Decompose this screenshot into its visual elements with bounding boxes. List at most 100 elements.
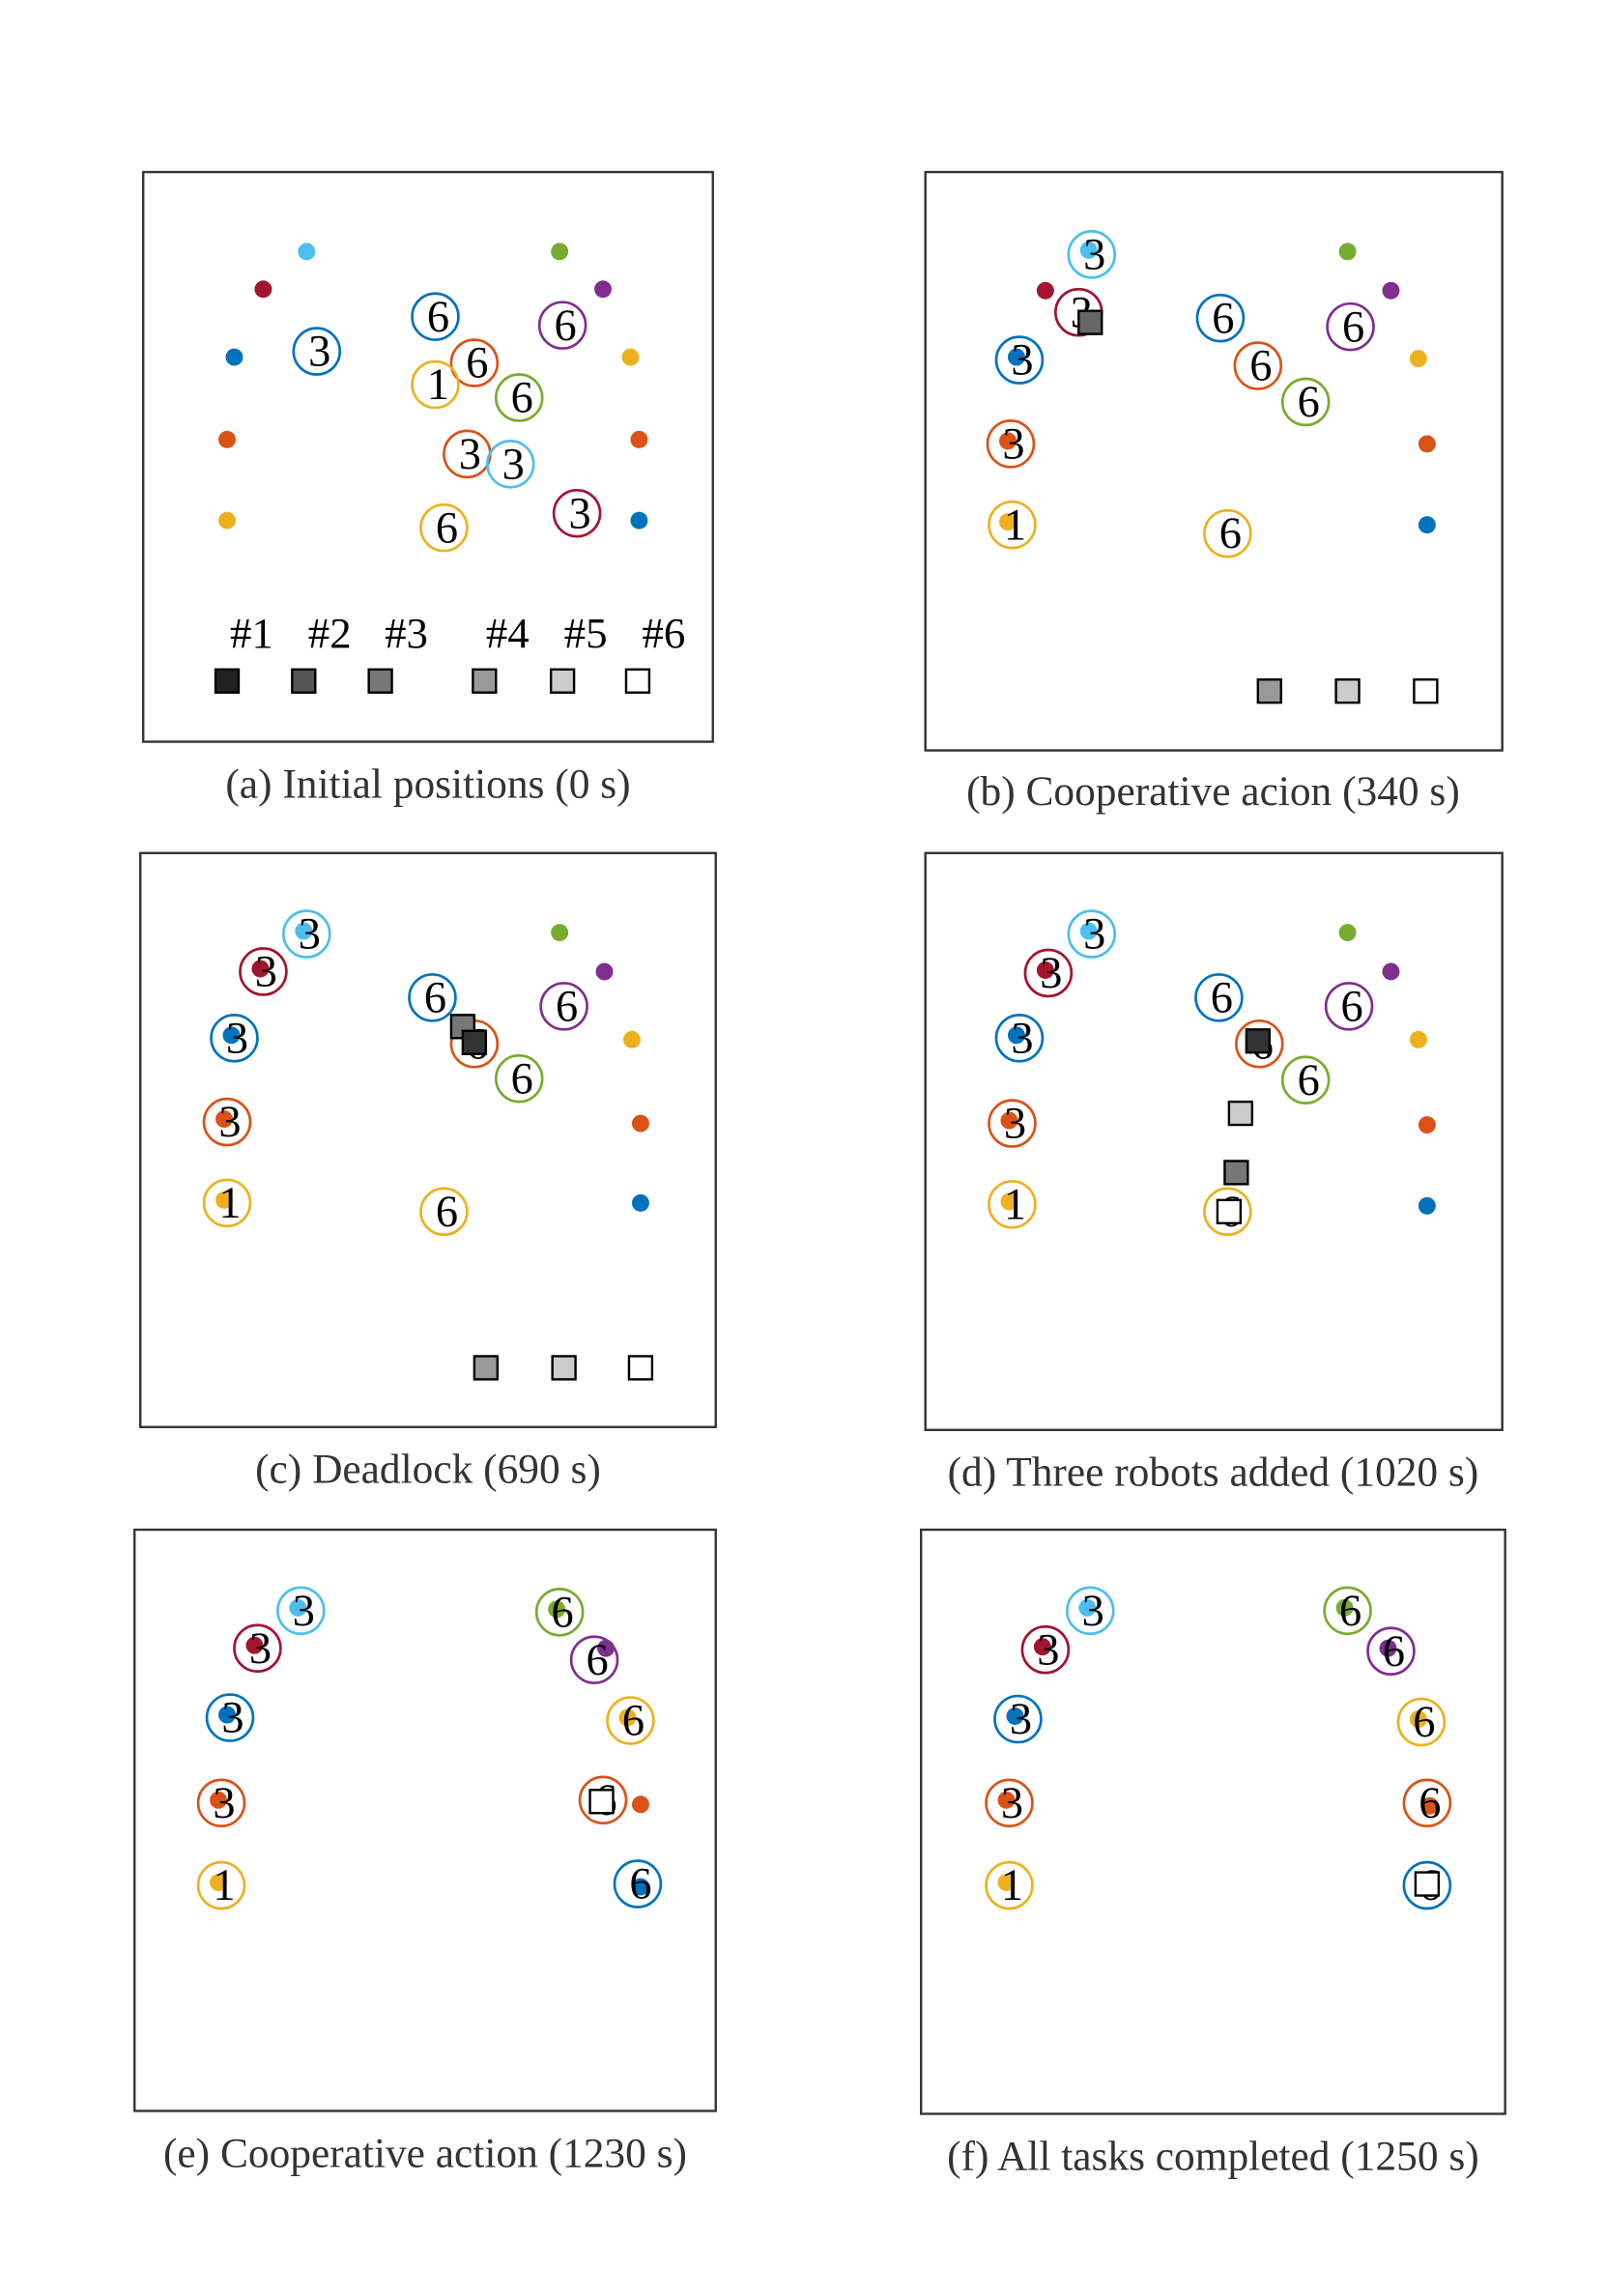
robot xyxy=(552,488,602,538)
robot xyxy=(988,1099,1037,1148)
robot-label: 6 xyxy=(552,1588,574,1637)
target-dot xyxy=(631,1114,649,1133)
target-dot xyxy=(1079,922,1098,940)
robot-label: 3 xyxy=(1082,1587,1104,1636)
robot-label: 3 xyxy=(299,910,321,960)
robot xyxy=(985,1860,1034,1910)
robot-label: 3 xyxy=(1010,1695,1032,1744)
target-dot xyxy=(215,1191,233,1209)
robot-label: 1 xyxy=(213,1861,235,1910)
robot-label: 6 xyxy=(1413,1698,1435,1747)
robot xyxy=(539,982,588,1031)
robot-label: 6 xyxy=(424,974,446,1023)
target-dot xyxy=(218,511,236,530)
robot xyxy=(419,1187,469,1237)
task xyxy=(551,1355,577,1381)
target-dot xyxy=(1006,1708,1024,1725)
target-dot xyxy=(551,924,569,942)
robot xyxy=(1195,293,1246,343)
robot-label: 3 xyxy=(293,1587,315,1636)
target-dot xyxy=(1338,924,1357,942)
robot xyxy=(994,335,1045,385)
robot xyxy=(993,1694,1043,1744)
robot-label: 1 xyxy=(427,360,449,410)
task-label: #6 xyxy=(642,609,685,657)
target-dot xyxy=(622,1030,641,1048)
robot xyxy=(1402,1778,1452,1828)
target-dot xyxy=(630,430,648,448)
target-dot xyxy=(1036,961,1054,979)
task xyxy=(1223,1160,1249,1186)
robot xyxy=(1396,1697,1447,1747)
task xyxy=(291,668,317,694)
task xyxy=(214,668,241,694)
task xyxy=(1414,1871,1441,1897)
task xyxy=(549,668,576,694)
robot-label: 3 xyxy=(1083,910,1105,960)
target-dot xyxy=(1409,1030,1427,1048)
target-dot xyxy=(1418,435,1436,453)
robot xyxy=(1326,301,1375,352)
caption: (d) Three robots added (1020 s) xyxy=(948,1449,1479,1496)
target-dot xyxy=(594,280,612,299)
robot xyxy=(994,1014,1045,1063)
robot-label: 3 xyxy=(502,440,525,489)
target-dot xyxy=(631,1193,649,1212)
target-dot xyxy=(298,243,316,261)
robot xyxy=(205,1693,255,1742)
task xyxy=(1216,1198,1243,1225)
target-dot xyxy=(245,1636,264,1654)
target-dot xyxy=(218,430,236,448)
robot-label: 3 xyxy=(1083,230,1105,279)
target-dot xyxy=(1079,241,1098,259)
task xyxy=(627,1355,654,1381)
robot xyxy=(282,909,331,959)
robot-label: 6 xyxy=(436,503,458,553)
robot-label: 6 xyxy=(1219,509,1242,559)
target-dot xyxy=(1409,350,1427,368)
target-dot xyxy=(1382,281,1400,300)
robot xyxy=(1280,377,1331,427)
robot-label: 3 xyxy=(255,948,277,997)
task-label: #1 xyxy=(230,609,273,657)
target-dot xyxy=(1379,1639,1397,1657)
robot xyxy=(606,1696,655,1745)
robot-label: 6 xyxy=(1211,974,1233,1023)
panel-frame xyxy=(919,1528,1506,2115)
robot-label: 6 xyxy=(1383,1627,1405,1677)
robot-label: 6 xyxy=(622,1697,645,1746)
target-dot xyxy=(1418,1196,1436,1215)
task xyxy=(1256,678,1282,704)
task-label: #5 xyxy=(564,609,608,657)
robot xyxy=(534,1588,585,1637)
robot xyxy=(988,500,1037,550)
robot xyxy=(408,973,457,1022)
target-dot xyxy=(630,511,648,530)
robot xyxy=(233,1623,282,1673)
target-dot xyxy=(1418,1116,1436,1134)
robot-label: 6 xyxy=(436,1188,458,1237)
robot xyxy=(1203,508,1252,559)
robot-label: 6 xyxy=(511,374,533,423)
panel-frame xyxy=(133,1528,717,2112)
robot xyxy=(1402,1860,1452,1910)
robot-label: 3 xyxy=(1004,1100,1026,1149)
robot xyxy=(986,419,1036,469)
robot-label: 6 xyxy=(1212,294,1234,343)
target-dot xyxy=(631,1795,649,1814)
target-dot xyxy=(222,1026,241,1045)
caption: (b) Cooperative acion (340 s) xyxy=(966,768,1460,815)
robot-label: 6 xyxy=(1342,302,1364,352)
robot-label: 1 xyxy=(1001,1861,1023,1910)
robot xyxy=(1366,1626,1416,1676)
robot xyxy=(411,292,460,341)
task-label: #4 xyxy=(486,609,530,657)
robot-label: 3 xyxy=(218,1098,241,1147)
robot xyxy=(494,1053,544,1104)
robot-label: 3 xyxy=(1040,949,1062,998)
robot-label: 6 xyxy=(629,1860,651,1909)
caption: (c) Deadlock (690 s) xyxy=(255,1447,601,1493)
robot xyxy=(449,338,500,387)
robot xyxy=(1323,1586,1372,1636)
